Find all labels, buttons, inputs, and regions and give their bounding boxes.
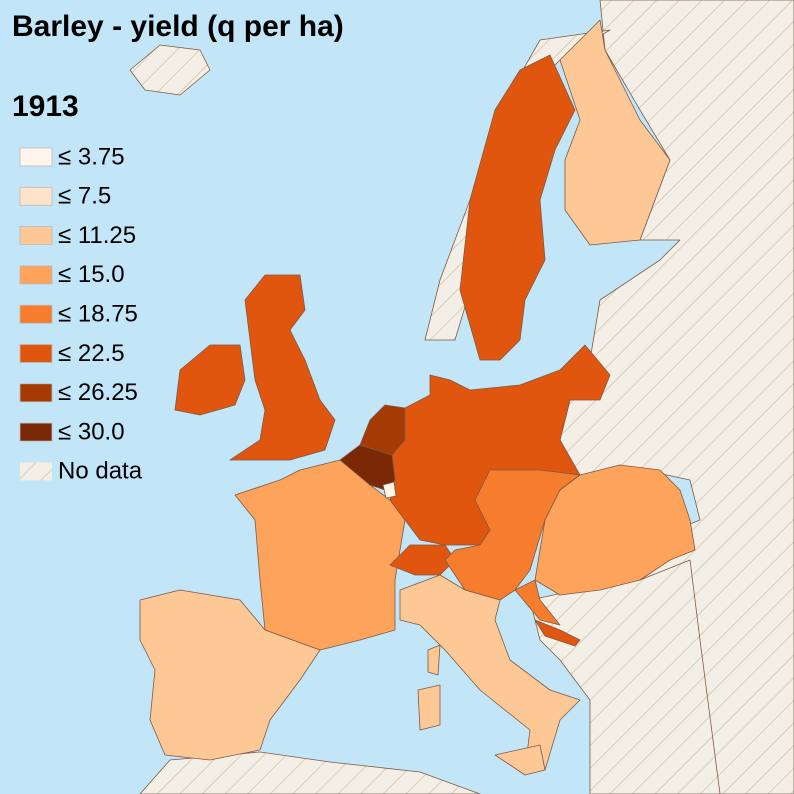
legend-swatch (19, 147, 53, 167)
region (417, 684, 441, 731)
legend-swatch (19, 265, 53, 285)
legend: ≤ 3.75 ≤ 7.5 ≤ 11.25 ≤ 15.0 ≤ 18.75 ≤ 22.5 ≤ 2… (19, 143, 143, 485)
legend-label: ≤ 11.25 (58, 222, 136, 249)
legend-label: ≤ 30.0 (58, 418, 125, 445)
legend-swatch (19, 344, 53, 363)
legend-label: No data (58, 458, 143, 485)
region (459, 54, 576, 361)
region (559, 19, 671, 246)
region (174, 344, 246, 416)
region (534, 464, 696, 596)
region (234, 459, 406, 651)
legend-swatch (19, 226, 53, 246)
map-title: Barley - yield (q per ha) (12, 10, 344, 43)
no-data-region (129, 44, 211, 96)
region (229, 274, 336, 461)
region (427, 644, 441, 676)
legend-swatch (19, 304, 53, 324)
legend-label: ≤ 3.75 (58, 143, 125, 170)
region (399, 574, 581, 771)
region (359, 404, 406, 456)
region (514, 579, 561, 626)
legend-swatch (19, 186, 53, 206)
legend-label: ≤ 15.0 (58, 261, 125, 288)
legend-label: ≤ 18.75 (58, 301, 138, 328)
legend-swatch (20, 462, 52, 481)
region (494, 744, 546, 776)
region (534, 619, 581, 647)
legend-label: ≤ 22.5 (58, 340, 125, 367)
region (382, 481, 397, 499)
region (139, 589, 321, 761)
legend-swatch (19, 422, 53, 442)
year-label: 1913 (12, 90, 79, 123)
region (389, 344, 611, 546)
no-data-region (139, 751, 481, 794)
legend-swatch (19, 383, 53, 403)
land (129, 0, 794, 794)
legend-label: ≤ 26.25 (58, 379, 138, 406)
legend-label: ≤ 7.5 (58, 183, 111, 210)
